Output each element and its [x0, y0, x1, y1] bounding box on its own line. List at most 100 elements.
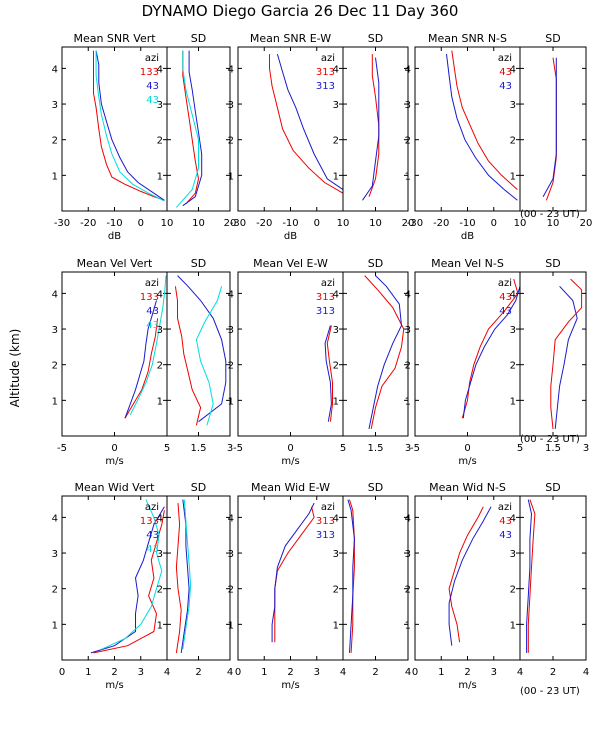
y-tick-label: 1 [510, 396, 516, 407]
panel-title: Mean Vel Vert [77, 257, 153, 270]
x-tick-label: 0 [138, 218, 144, 229]
y-tick-label: 1 [405, 171, 411, 182]
x-tick-label: 20 [224, 218, 237, 229]
series-line-red [182, 50, 200, 205]
y-tick-label: 3 [333, 100, 339, 111]
series-line-blue [124, 300, 157, 419]
series-line-blue [362, 57, 380, 201]
series-line-red [274, 506, 315, 643]
legend-entry: 43 [146, 81, 159, 92]
series-line-red [545, 57, 557, 201]
series-line-red [93, 50, 165, 201]
y-tick-label: 3 [510, 325, 516, 336]
x-tick-label: 3 [227, 443, 233, 454]
series-line-cyan [129, 275, 167, 415]
panel-title: SD [368, 481, 383, 494]
x-tick-label: 4 [227, 667, 233, 678]
y-tick-label: 3 [52, 325, 58, 336]
y-tick-label: 2 [52, 136, 58, 147]
y-tick-label: 1 [228, 620, 234, 631]
panel-frame [519, 46, 587, 212]
legend-entry: 133 [140, 516, 159, 527]
legend-heading: azi [321, 53, 335, 64]
x-tick-label: 0 [287, 443, 293, 454]
x-tick-label: 0 [412, 667, 418, 678]
x-tick-label: -10 [282, 218, 298, 229]
legend-entry: 313 [316, 67, 335, 78]
legend-entry: 43 [499, 81, 512, 92]
x-tick-label: 4 [405, 667, 411, 678]
x-axis-label: dB [284, 231, 297, 242]
x-tick-label: 3 [583, 443, 589, 454]
series-line-blue [95, 50, 165, 201]
series-line-red [550, 278, 583, 429]
x-tick-label: 10 [514, 218, 527, 229]
y-tick-label: 4 [52, 64, 58, 75]
y-tick-label: 2 [405, 361, 411, 372]
legend-entry: 43 [146, 544, 159, 555]
panel-frame [519, 271, 587, 437]
x-tick-label: -10 [459, 218, 475, 229]
y-tick-label: 3 [333, 549, 339, 560]
x-tick-label: 10 [192, 218, 205, 229]
x-tick-label: 4 [340, 667, 346, 678]
legend-entry: 313 [316, 292, 335, 303]
x-tick-label: 2 [464, 667, 470, 678]
y-tick-label: 4 [510, 513, 516, 524]
panel-title: Mean Wid E-W [251, 481, 330, 494]
series-line-cyan [95, 50, 165, 202]
y-tick-label: 1 [510, 620, 516, 631]
series-line-red [364, 275, 405, 429]
y-tick-label: 2 [333, 136, 339, 147]
x-axis-label: m/s [458, 680, 476, 691]
y-tick-label: 4 [52, 289, 58, 300]
x-tick-label: -30 [230, 218, 246, 229]
y-tick-label: 1 [157, 396, 163, 407]
x-tick-label: 2 [372, 667, 378, 678]
y-tick-label: 2 [333, 585, 339, 596]
x-tick-label: -5 [233, 443, 243, 454]
y-tick-label: 4 [157, 513, 163, 524]
y-tick-label: 4 [333, 289, 339, 300]
y-tick-label: 2 [228, 361, 234, 372]
y-tick-label: 1 [405, 620, 411, 631]
legend-heading: azi [321, 502, 335, 513]
x-tick-label: -5 [57, 443, 67, 454]
legend-entry: 43 [499, 292, 512, 303]
panel-title: SD [191, 32, 206, 45]
y-tick-label: 3 [228, 549, 234, 560]
y-tick-label: 2 [510, 585, 516, 596]
x-tick-label: 2 [287, 667, 293, 678]
legend-entry: 43 [146, 95, 159, 106]
legend-entry: 43 [499, 67, 512, 78]
legend-entry: 133 [140, 67, 159, 78]
x-tick-label: 1.5 [368, 443, 384, 454]
x-axis-label: m/s [281, 456, 299, 467]
y-tick-label: 3 [510, 549, 516, 560]
legend-heading: azi [145, 278, 159, 289]
legend-entry: 313 [316, 530, 335, 541]
legend-entry: 133 [140, 292, 159, 303]
x-tick-label: 0 [314, 218, 320, 229]
legend-entry: 313 [316, 81, 335, 92]
series-line-cyan [182, 499, 192, 650]
y-tick-label: 4 [405, 513, 411, 524]
y-tick-label: 3 [405, 325, 411, 336]
legend-entry: 43 [499, 306, 512, 317]
y-tick-label: 4 [52, 513, 58, 524]
x-tick-label: 4 [164, 667, 170, 678]
y-tick-label: 1 [157, 620, 163, 631]
panel-title: Mean SNR E-W [250, 32, 331, 45]
y-tick-label: 1 [510, 171, 516, 182]
y-tick-label: 2 [157, 361, 163, 372]
panel-title: SD [545, 257, 560, 270]
series-line-red [174, 286, 202, 426]
x-tick-label: 2 [111, 667, 117, 678]
x-tick-label: 0 [491, 218, 497, 229]
x-tick-label: 0 [59, 667, 65, 678]
